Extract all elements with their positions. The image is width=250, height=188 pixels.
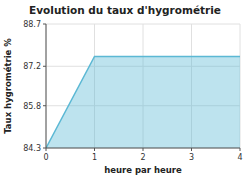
y-axis-label: Taux hygrométrie % <box>3 38 13 134</box>
chart-container: 84.3 85.8 87.2 88.7 0 1 2 3 4 Evolution du taux d… <box>0 0 250 188</box>
x-axis-label: heure par heure <box>104 165 182 175</box>
chart-svg: 84.3 85.8 87.2 88.7 0 1 2 3 4 Evolution du taux d… <box>0 0 250 188</box>
x-tick-label: 1 <box>92 153 97 162</box>
x-grid-line <box>46 24 47 148</box>
plot-area <box>46 56 240 148</box>
x-axis-line <box>46 148 240 149</box>
area-fill <box>46 56 240 148</box>
x-tick-label: 0 <box>43 153 48 162</box>
y-tick-label: 88.7 <box>23 20 41 29</box>
x-tick-label: 2 <box>140 153 145 162</box>
area-line <box>46 56 240 148</box>
x-tick-label: 3 <box>189 153 194 162</box>
y-grid-line <box>46 148 240 149</box>
grid <box>46 24 240 148</box>
x-tick-label: 4 <box>237 153 242 162</box>
chart-title: Evolution du taux d'hygrométrie <box>29 4 221 16</box>
y-axis-line <box>46 24 47 148</box>
y-tick-label: 87.2 <box>23 62 41 71</box>
y-tick-label: 84.3 <box>23 144 41 153</box>
y-tick-label: 85.8 <box>23 102 41 111</box>
